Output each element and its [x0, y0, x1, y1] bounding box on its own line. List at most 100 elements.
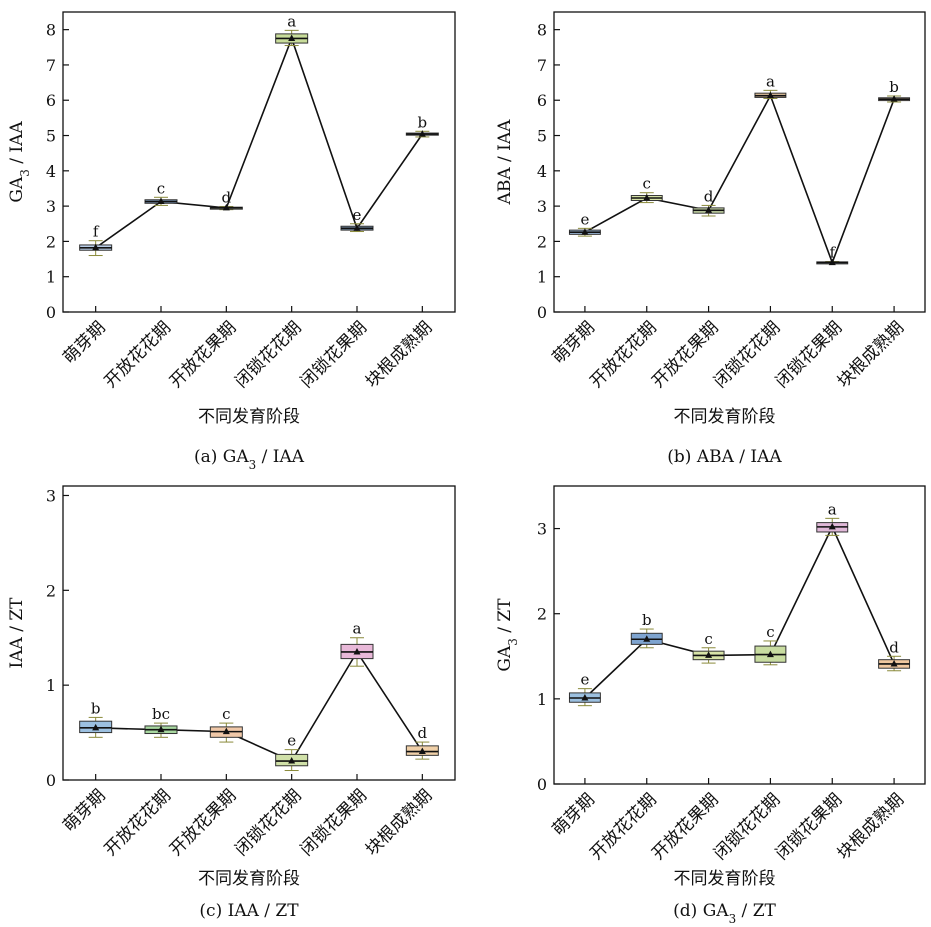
x-category-label: 开放花果期 [648, 318, 722, 392]
x-category-label: 萌芽期 [59, 786, 109, 836]
mean-marker [766, 650, 774, 658]
significance-letter: d [418, 724, 428, 742]
y-axis-title: GA3 / IAA [7, 121, 32, 203]
mean-marker [157, 725, 165, 733]
significance-letter: e [580, 671, 589, 689]
y-tick-label: 5 [46, 127, 56, 146]
mean-marker [353, 647, 361, 655]
significance-letter: e [580, 210, 589, 228]
x-category-label: 闭锁花果期 [297, 318, 371, 392]
y-tick-label: 3 [537, 520, 547, 539]
significance-letter: f [829, 244, 836, 262]
plot-frame [62, 11, 456, 313]
significance-letter: a [353, 620, 362, 638]
y-tick-label: 1 [46, 676, 56, 695]
x-axis-title: 不同发育阶段 [198, 869, 300, 889]
x-axis-title: 不同发育阶段 [674, 407, 776, 427]
y-tick-label: 2 [537, 232, 547, 251]
x-category-label: 开放花花期 [101, 318, 175, 392]
significance-letter: b [91, 699, 101, 717]
mean-marker [92, 723, 100, 731]
x-category-label: 块根成熟期 [833, 317, 908, 392]
x-category-label: 萌芽期 [549, 790, 599, 840]
box-6: d [405, 724, 439, 760]
mean-marker [581, 228, 589, 235]
y-tick-label: 3 [46, 197, 56, 216]
x-category-label: 萌芽期 [549, 318, 599, 368]
y-tick-label: 0 [46, 771, 56, 790]
significance-letter: c [643, 175, 651, 193]
mean-marker [92, 243, 100, 251]
box-3: c [692, 630, 725, 664]
x-category-label: 开放花花期 [586, 790, 660, 864]
box-4: a [275, 12, 309, 47]
y-tick-label: 0 [537, 775, 547, 794]
significance-letter: d [704, 187, 714, 205]
plot-frame [62, 485, 456, 781]
mean-marker [643, 635, 651, 642]
mean-marker [222, 203, 230, 211]
significance-letter: f [93, 223, 100, 241]
significance-letter: c [157, 179, 165, 197]
box-1: e [568, 210, 601, 237]
panel-caption: (a) GA3 / IAA [194, 447, 305, 472]
box-2: b [630, 611, 663, 649]
significance-letter: c [766, 623, 774, 641]
box-4: c [754, 623, 787, 666]
mean-line [584, 524, 895, 699]
mean-marker [705, 651, 713, 658]
y-tick-label: 5 [537, 127, 547, 146]
y-tick-label: 2 [537, 605, 547, 624]
x-category-label: 闭锁花果期 [297, 786, 371, 860]
box-3: d [692, 187, 725, 217]
box-4: e [275, 732, 309, 772]
box-5: f [816, 244, 849, 266]
y-tick-label: 2 [46, 581, 56, 600]
x-category-label: 闭锁花果期 [772, 790, 846, 864]
mean-marker [890, 659, 898, 667]
y-axis-title: IAA / ZT [7, 597, 27, 669]
y-tick-label: 4 [46, 162, 56, 181]
significance-letter: a [828, 500, 837, 518]
y-tick-label: 7 [46, 56, 56, 75]
box-1: f [79, 223, 113, 257]
y-tick-label: 7 [537, 56, 547, 75]
y-tick-label: 3 [46, 486, 56, 505]
y-axis-title: GA3 / ZT [495, 598, 520, 672]
y-tick-label: 8 [537, 21, 547, 40]
x-axis-title: 不同发育阶段 [674, 869, 776, 889]
significance-letter: a [766, 72, 775, 90]
significance-letter: bc [152, 705, 170, 723]
y-tick-label: 3 [537, 197, 547, 216]
significance-letter: e [353, 206, 362, 224]
x-category-label: 开放花果期 [166, 786, 240, 860]
box-6: b [878, 78, 911, 103]
box-5: a [340, 620, 374, 667]
box-6: b [405, 113, 439, 138]
x-category-label: 闭锁花花期 [231, 318, 305, 392]
mean-marker [828, 258, 836, 266]
box-1: b [79, 699, 113, 738]
y-tick-label: 0 [537, 303, 547, 322]
mean-marker [705, 206, 713, 213]
x-category-label: 块根成熟期 [833, 789, 908, 864]
chart-panel-1: 0 1 2 3 4 5 6 7 8 f c d a e b 萌芽期开放花花期开放花果期闭锁花花期闭锁花果期块根… [7, 11, 456, 472]
x-category-label: 开放花果期 [648, 790, 722, 864]
mean-line [95, 650, 424, 763]
x-category-label: 闭锁花花期 [710, 318, 784, 392]
box-2: c [144, 179, 178, 206]
chart-panel-2: 0 1 2 3 4 5 6 7 8 e c d a f b 萌芽期开放花花期开放花果期闭锁花花期闭锁花果期块根… [495, 11, 926, 467]
box-5: e [340, 206, 374, 233]
plot-frame [553, 485, 926, 785]
x-category-label: 闭锁花花期 [231, 786, 305, 860]
mean-marker [828, 522, 836, 530]
x-category-label: 开放花花期 [586, 318, 660, 392]
mean-marker [353, 224, 361, 231]
mean-marker [418, 747, 426, 755]
box-2: c [630, 175, 663, 204]
x-category-label: 闭锁花花期 [710, 790, 784, 864]
significance-letter: e [287, 732, 296, 750]
